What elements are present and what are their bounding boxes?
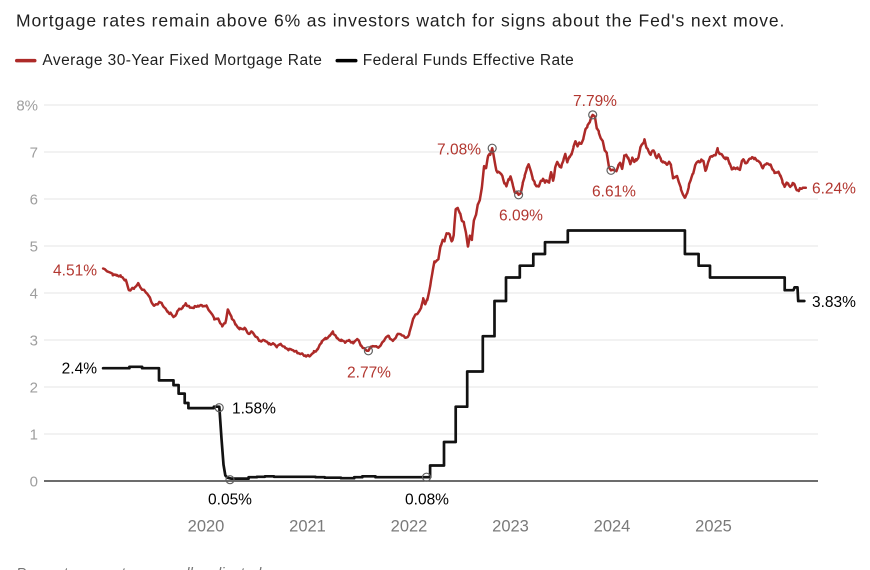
svg-text:0.08%: 0.08% bbox=[405, 492, 449, 509]
svg-text:0.05%: 0.05% bbox=[208, 492, 252, 509]
svg-text:Average 30-Year Fixed Mortgage: Average 30-Year Fixed Mortgage Rate bbox=[42, 52, 322, 69]
svg-text:5: 5 bbox=[30, 238, 38, 255]
svg-text:2: 2 bbox=[30, 379, 38, 396]
svg-text:3: 3 bbox=[30, 332, 38, 349]
svg-text:2.4%: 2.4% bbox=[62, 360, 98, 377]
svg-text:6.61%: 6.61% bbox=[592, 184, 636, 201]
svg-text:6: 6 bbox=[30, 191, 38, 208]
svg-text:8%: 8% bbox=[16, 97, 38, 114]
svg-text:2025: 2025 bbox=[695, 518, 732, 536]
svg-text:2022: 2022 bbox=[391, 518, 428, 536]
svg-text:4: 4 bbox=[30, 285, 38, 302]
svg-text:1: 1 bbox=[30, 426, 38, 443]
svg-text:7: 7 bbox=[30, 144, 38, 161]
svg-text:1.58%: 1.58% bbox=[232, 400, 276, 417]
svg-text:6.24%: 6.24% bbox=[812, 181, 856, 198]
svg-text:2.77%: 2.77% bbox=[347, 365, 391, 382]
svg-text:Percentages not seasonally adj: Percentages not seasonally adjusted bbox=[16, 565, 262, 570]
svg-text:6.09%: 6.09% bbox=[499, 208, 543, 225]
svg-text:2021: 2021 bbox=[289, 518, 326, 536]
svg-text:4.51%: 4.51% bbox=[53, 263, 97, 280]
svg-text:3.83%: 3.83% bbox=[812, 294, 856, 311]
svg-text:2023: 2023 bbox=[492, 518, 529, 536]
svg-text:2020: 2020 bbox=[188, 518, 225, 536]
svg-text:7.08%: 7.08% bbox=[437, 142, 481, 159]
svg-text:7.79%: 7.79% bbox=[573, 93, 617, 110]
svg-text:Federal Funds Effective Rate: Federal Funds Effective Rate bbox=[363, 52, 574, 69]
svg-text:0: 0 bbox=[30, 473, 38, 490]
svg-text:2024: 2024 bbox=[594, 518, 631, 536]
svg-text:Mortgage rates remain above 6%: Mortgage rates remain above 6% as invest… bbox=[16, 11, 785, 31]
